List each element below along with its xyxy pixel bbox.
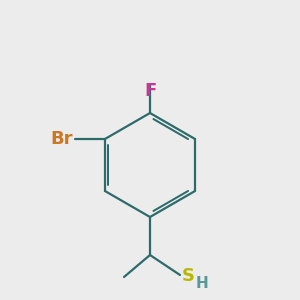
Text: F: F — [144, 82, 156, 100]
Text: Br: Br — [50, 130, 73, 148]
Text: S: S — [182, 267, 195, 285]
Text: H: H — [196, 275, 209, 290]
